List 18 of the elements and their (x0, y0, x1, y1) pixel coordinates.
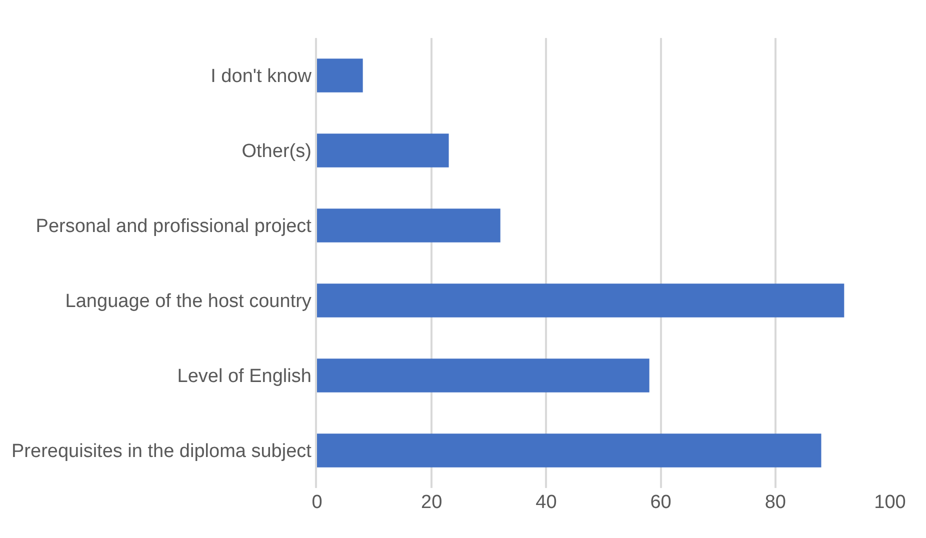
x-tick-label: 100 (874, 492, 906, 513)
bar (317, 358, 650, 392)
bar (317, 208, 500, 242)
y-tick-label: Other(s) (242, 141, 312, 162)
bar (317, 434, 822, 468)
x-tick-label: 20 (421, 492, 442, 513)
x-tick-label: 0 (312, 492, 322, 513)
y-tick-label: Prerequisites in the diploma subject (12, 441, 312, 462)
bar (317, 58, 363, 92)
y-tick-label: Personal and profissional project (36, 216, 312, 238)
y-tick-label: Level of English (177, 366, 312, 388)
bar (317, 284, 844, 318)
bar (317, 134, 449, 168)
x-tick-label: 40 (536, 492, 557, 513)
y-tick-label: I don't know (210, 66, 312, 88)
x-tick-label: 80 (764, 492, 786, 513)
y-tick-label: Language of the host country (65, 291, 312, 312)
x-tick-label: 60 (650, 492, 672, 513)
